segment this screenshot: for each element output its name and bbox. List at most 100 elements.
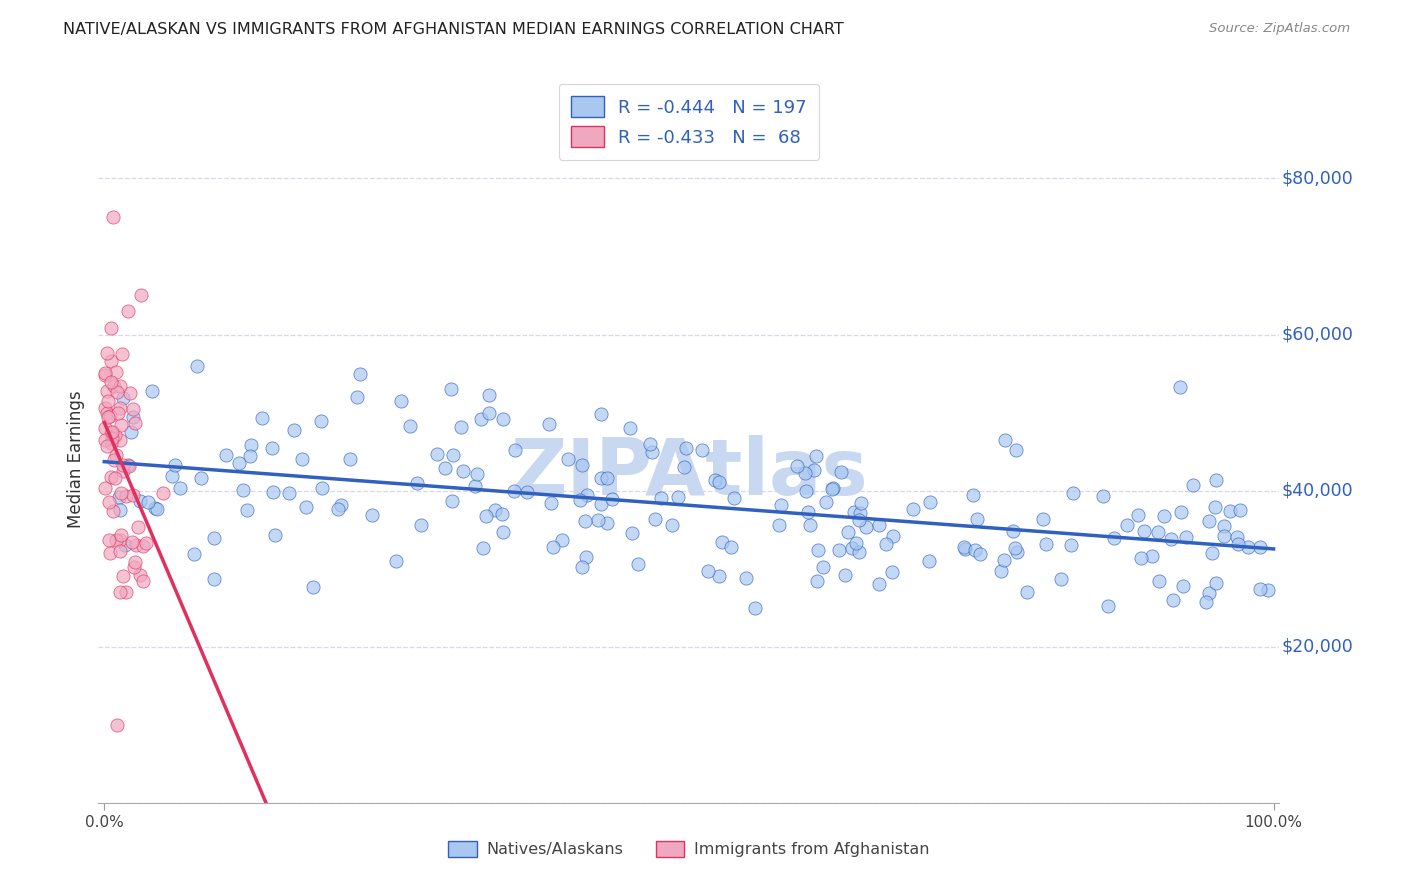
Point [503, 443, 526, 458]
Point [100, 425, 122, 439]
Point [478, 405, 501, 420]
Point [117, 304, 139, 318]
Point [100, 375, 122, 389]
Point [786, 458, 808, 473]
Point [1104, 532, 1126, 546]
Point [107, 717, 129, 731]
Point [122, 488, 145, 502]
Point [114, 538, 136, 552]
Point [575, 550, 598, 565]
Point [100, 436, 122, 450]
Point [1147, 524, 1170, 539]
Point [143, 500, 166, 515]
Point [202, 572, 225, 586]
Point [953, 541, 976, 556]
Point [821, 482, 844, 496]
Point [330, 498, 353, 512]
Point [1035, 536, 1057, 550]
Point [830, 465, 852, 479]
Point [1182, 478, 1205, 492]
Point [644, 511, 666, 525]
Point [807, 542, 830, 557]
Point [918, 495, 941, 509]
Point [837, 524, 859, 539]
Point [620, 525, 643, 540]
Point [574, 514, 596, 528]
Legend: Natives/Alaskans, Immigrants from Afghanistan: Natives/Alaskans, Immigrants from Afghan… [441, 834, 936, 863]
Point [186, 359, 208, 373]
Point [815, 495, 838, 509]
Point [349, 367, 371, 381]
Point [1004, 541, 1026, 555]
Point [183, 547, 205, 561]
Point [1062, 485, 1084, 500]
Point [1002, 524, 1025, 538]
Point [450, 420, 472, 434]
Point [1170, 505, 1192, 519]
Point [768, 518, 790, 533]
Point [136, 495, 159, 509]
Point [426, 447, 449, 461]
Point [96, 384, 118, 398]
Point [1092, 489, 1115, 503]
Text: $60,000: $60,000 [1282, 326, 1354, 343]
Point [855, 520, 877, 534]
Point [1161, 592, 1184, 607]
Point [589, 497, 612, 511]
Point [965, 542, 987, 557]
Point [697, 564, 720, 578]
Point [121, 534, 143, 549]
Point [391, 394, 413, 409]
Point [110, 585, 132, 599]
Point [108, 401, 131, 416]
Point [627, 557, 650, 571]
Point [571, 458, 593, 473]
Point [103, 211, 125, 225]
Point [110, 346, 132, 360]
Point [1133, 524, 1156, 538]
Point [502, 483, 524, 498]
Point [104, 365, 127, 379]
Point [551, 533, 574, 547]
Point [470, 412, 492, 426]
Point [100, 353, 122, 368]
Point [557, 451, 579, 466]
Point [1198, 586, 1220, 600]
Text: Source: ZipAtlas.com: Source: ZipAtlas.com [1209, 22, 1350, 36]
Point [880, 565, 903, 579]
Point [110, 418, 132, 433]
Point [1205, 473, 1227, 487]
Point [1212, 519, 1234, 533]
Point [291, 451, 314, 466]
Point [124, 556, 146, 570]
Point [484, 502, 506, 516]
Point [100, 321, 122, 335]
Point [1015, 585, 1038, 599]
Point [98, 495, 121, 509]
Text: ZIPAtlas: ZIPAtlas [510, 435, 868, 511]
Point [97, 409, 120, 424]
Point [129, 493, 152, 508]
Point [262, 485, 284, 500]
Point [98, 546, 121, 560]
Point [666, 490, 689, 504]
Point [803, 463, 825, 477]
Point [301, 580, 323, 594]
Point [440, 382, 463, 396]
Point [141, 384, 163, 399]
Point [111, 391, 134, 405]
Point [398, 418, 420, 433]
Point [966, 512, 988, 526]
Point [262, 441, 284, 455]
Point [1060, 538, 1083, 552]
Point [215, 449, 238, 463]
Point [903, 502, 925, 516]
Point [1204, 500, 1226, 514]
Point [128, 567, 150, 582]
Text: $40,000: $40,000 [1282, 482, 1354, 500]
Point [1195, 595, 1218, 609]
Point [239, 438, 262, 452]
Point [101, 504, 124, 518]
Point [962, 488, 984, 502]
Point [96, 439, 118, 453]
